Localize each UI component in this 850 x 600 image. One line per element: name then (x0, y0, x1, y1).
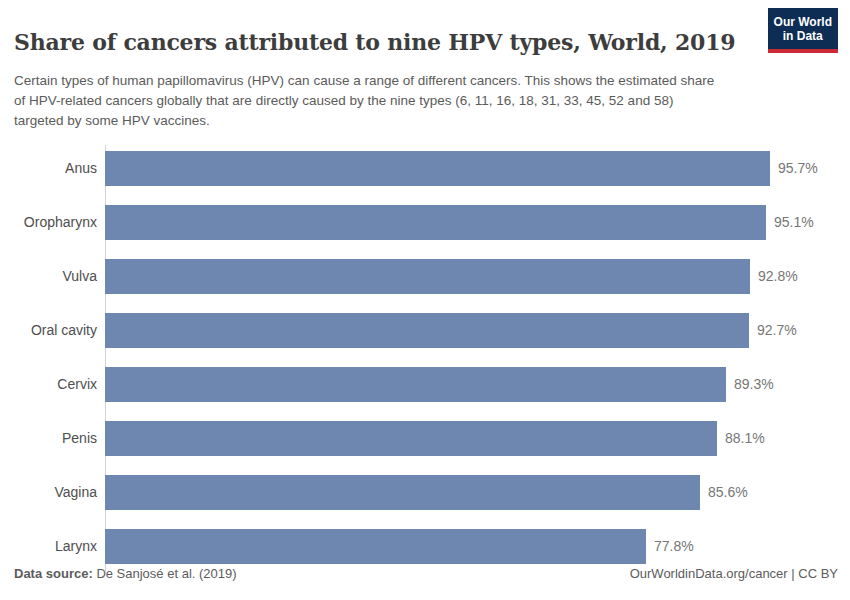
bar-row: Oral cavity 92.7% (14, 313, 838, 348)
bar[interactable] (105, 421, 717, 456)
bar[interactable] (105, 205, 766, 240)
bar[interactable] (105, 475, 700, 510)
value-label: 77.8% (654, 538, 694, 554)
credit-link[interactable]: OurWorldinData.org/cancer | CC BY (630, 566, 838, 581)
bar[interactable] (105, 529, 646, 564)
bar-row: Vulva 92.8% (14, 259, 838, 294)
data-source-value: De Sanjosé et al. (2019) (96, 566, 236, 581)
bar-row: Vagina 85.6% (14, 475, 838, 510)
category-label: Cervix (14, 376, 105, 392)
category-label: Vagina (14, 484, 105, 500)
bar-row: Oropharynx 95.1% (14, 205, 838, 240)
data-source: Data source: De Sanjosé et al. (2019) (14, 566, 237, 581)
value-label: 85.6% (708, 484, 748, 500)
owid-logo-line2: in Data (774, 29, 832, 43)
bar-row: Larynx 77.8% (14, 529, 838, 564)
chart-rows: Anus 95.7% Oropharynx 95.1% Vulva 92.8% Oral c… (14, 151, 838, 564)
category-label: Anus (14, 160, 105, 176)
value-label: 89.3% (734, 376, 774, 392)
bar-chart: Anus 95.7% Oropharynx 95.1% Vulva 92.8% Oral c… (14, 151, 838, 564)
bar[interactable] (105, 259, 750, 294)
chart-title: Share of cancers attributed to nine HPV … (14, 29, 759, 57)
category-label: Oropharynx (14, 214, 105, 230)
bar-row: Cervix 89.3% (14, 367, 838, 402)
category-label: Oral cavity (14, 322, 105, 338)
category-label: Larynx (14, 538, 105, 554)
bar-row: Anus 95.7% (14, 151, 838, 186)
value-label: 88.1% (725, 430, 765, 446)
owid-logo-line1: Our World (774, 15, 832, 29)
bar[interactable] (105, 367, 726, 402)
bar[interactable] (105, 313, 749, 348)
value-label: 95.1% (774, 214, 814, 230)
category-label: Penis (14, 430, 105, 446)
owid-logo[interactable]: Our World in Data (768, 8, 838, 53)
bar-row: Penis 88.1% (14, 421, 838, 456)
value-label: 95.7% (778, 160, 818, 176)
data-source-label: Data source: (14, 566, 93, 581)
value-label: 92.7% (757, 322, 797, 338)
value-label: 92.8% (758, 268, 798, 284)
bar[interactable] (105, 151, 770, 186)
chart-subtitle: Certain types of human papillomavirus (H… (14, 71, 720, 131)
category-label: Vulva (14, 268, 105, 284)
chart-page: Share of cancers attributed to nine HPV … (0, 0, 850, 600)
chart-footer: Data source: De Sanjosé et al. (2019) Ou… (14, 566, 838, 581)
